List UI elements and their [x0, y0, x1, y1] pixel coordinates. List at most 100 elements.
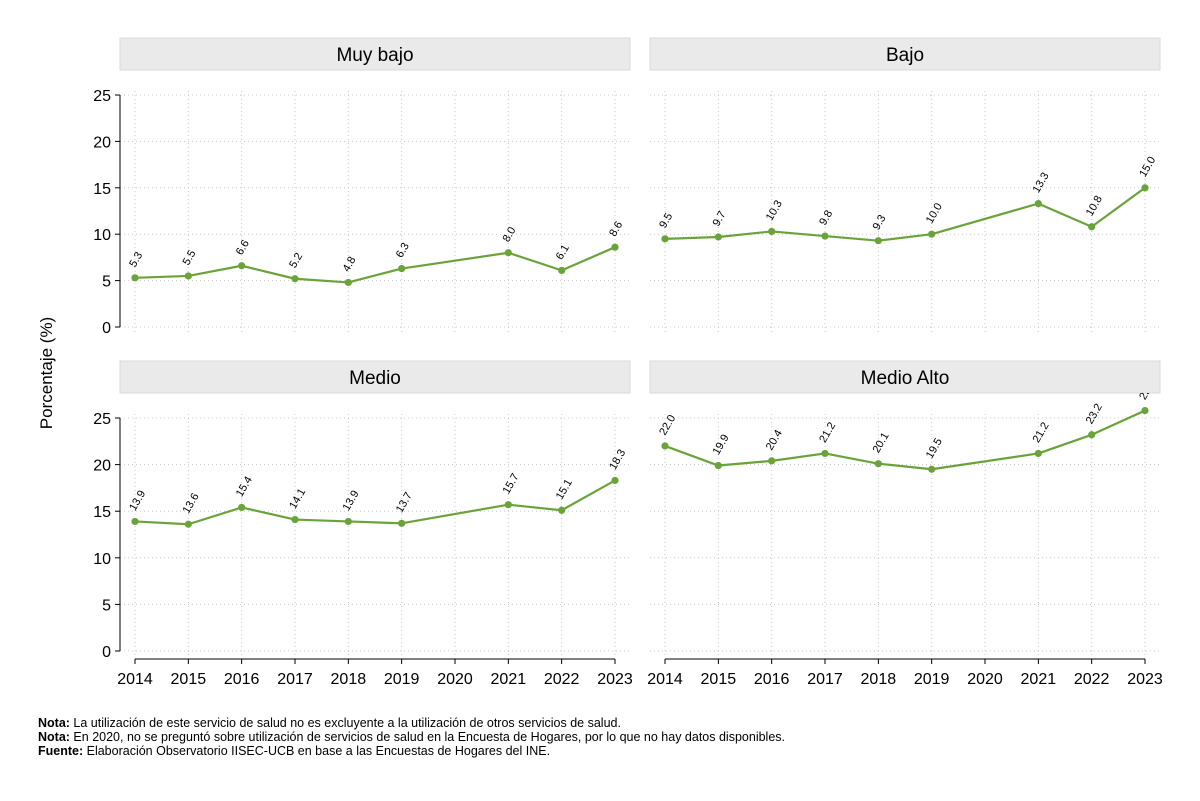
- data-point-medio-2021: [504, 501, 512, 509]
- data-label-bajo-2019: 10.0: [924, 201, 945, 226]
- source-note-label: Fuente:: [38, 744, 84, 758]
- data-point-bajo-2023: [1141, 184, 1149, 192]
- series-line-medio: [134, 479, 616, 526]
- data-label-medio-alto-2015: 19.9: [711, 432, 732, 457]
- x-tick-label-medio-alto-2015: 2015: [701, 671, 737, 688]
- data-label-medio-alto-2017: 21.2: [817, 420, 838, 445]
- data-point-bajo-2018: [874, 237, 882, 245]
- y-tick-label-medio-20: 20: [93, 458, 111, 475]
- data-label-medio-2015: 13.6: [181, 491, 202, 516]
- panel-header-medio-alto: [649, 360, 1161, 394]
- data-label-bajo-2015: 9.7: [711, 209, 729, 228]
- data-point-medio-2019: [398, 519, 406, 527]
- data-label-medio-alto-2022: 23.2: [1084, 402, 1105, 427]
- data-point-medio-alto-2021: [1034, 449, 1042, 458]
- data-point-bajo-2015: [714, 233, 722, 241]
- data-point-bajo-2019: [928, 230, 936, 238]
- x-tick-label-medio-alto-2023: 2023: [1127, 671, 1163, 688]
- data-label-medio-alto-2021: 21.2: [1031, 420, 1052, 445]
- data-label-muy-bajo-2019: 6.3: [394, 241, 412, 260]
- data-point-muy-bajo-2023: [611, 243, 619, 251]
- data-point-bajo-2017: [821, 232, 829, 240]
- data-label-medio-alto-2014: 22.0: [657, 413, 678, 438]
- panel-title-bajo: Bajo: [886, 45, 924, 66]
- data-label-medio-2022: 15.1: [554, 477, 575, 502]
- data-point-medio-alto-2016: [768, 457, 776, 465]
- data-point-bajo-2014: [661, 235, 669, 243]
- data-point-medio-alto-2022: [1088, 431, 1096, 439]
- panel-medio-alto: Medio Alto 2014 2015 2016 2017 2018 2019 2020 20…: [647, 360, 1163, 688]
- y-tick-label-muy-bajo-0: 0: [102, 320, 111, 337]
- data-label-medio-2017: 14.1: [287, 487, 308, 512]
- y-tick-label-muy-bajo-25: 25: [93, 88, 111, 105]
- data-label-muy-bajo-2021: 8.0: [501, 225, 519, 244]
- data-label-bajo-2018: 9.3: [871, 213, 889, 232]
- data-label-muy-bajo-2018: 4.8: [341, 255, 359, 274]
- data-point-medio-2022: [558, 506, 566, 514]
- data-point-medio-alto-2018: [874, 460, 882, 468]
- y-tick-label-muy-bajo-5: 5: [102, 274, 111, 291]
- data-label-muy-bajo-2022: 6.1: [554, 243, 572, 262]
- y-tick-label-muy-bajo-15: 15: [93, 181, 111, 198]
- data-point-muy-bajo-2018: [344, 278, 352, 287]
- data-label-medio-alto-2023: 25.8: [1137, 377, 1158, 402]
- x-tick-label-medio-alto-2017: 2017: [807, 671, 843, 688]
- y-tick-label-muy-bajo-20: 20: [93, 134, 111, 151]
- data-point-medio-2016: [238, 503, 246, 512]
- panel-title-medio-alto: Medio Alto: [861, 368, 950, 389]
- x-tick-label-medio-alto-2020: 2020: [967, 671, 1003, 688]
- x-tick-label-medio-alto-2021: 2021: [1021, 671, 1057, 688]
- data-point-medio-2023: [611, 476, 619, 485]
- data-point-muy-bajo-2021: [504, 249, 512, 257]
- data-point-bajo-2022: [1088, 223, 1096, 231]
- data-point-muy-bajo-2022: [558, 266, 566, 274]
- data-label-medio-alto-2018: 20.1: [871, 431, 892, 456]
- data-label-bajo-2023: 15.0: [1137, 155, 1158, 180]
- note-1-text: La utilización de este servicio de salud…: [69, 716, 621, 730]
- series-line-muy-bajo: [134, 246, 616, 284]
- series-line-medio-alto: [664, 409, 1146, 471]
- note-1: Nota: La utilización de este servicio de…: [38, 716, 785, 730]
- data-point-medio-2014: [131, 517, 139, 526]
- y-axis-title: Porcentaje (%): [37, 317, 56, 429]
- x-tick-label-medio-2014: 2014: [117, 671, 153, 688]
- y-tick-label-medio-0: 0: [102, 644, 111, 661]
- y-tick-label-medio-5: 5: [102, 597, 111, 614]
- data-label-medio-2018: 13.9: [341, 488, 362, 513]
- data-label-bajo-2017: 9.8: [817, 208, 835, 227]
- y-tick-label-medio-25: 25: [93, 411, 111, 428]
- y-tick-label-medio-15: 15: [93, 504, 111, 521]
- x-tick-label-medio-2018: 2018: [331, 671, 367, 688]
- x-tick-label-medio-2023: 2023: [597, 671, 633, 688]
- x-tick-label-medio-alto-2019: 2019: [914, 671, 950, 688]
- x-tick-label-medio-2021: 2021: [491, 671, 527, 688]
- data-label-bajo-2016: 10.3: [764, 198, 785, 223]
- panel-header-bajo: [649, 37, 1161, 71]
- data-point-medio-alto-2019: [928, 465, 936, 473]
- panel-medio: Medio 0 5 10 15 20 25 2014 2015 2016 2017 2018 2019 2…: [93, 360, 633, 688]
- x-tick-label-medio-alto-2016: 2016: [754, 671, 790, 688]
- x-tick-label-medio-2016: 2016: [224, 671, 260, 688]
- data-point-medio-2017: [291, 515, 299, 524]
- data-point-muy-bajo-2019: [398, 264, 406, 273]
- data-label-bajo-2014: 9.5: [657, 211, 675, 230]
- panel-header-medio: [119, 360, 631, 394]
- x-tick-label-medio-alto-2022: 2022: [1074, 671, 1110, 688]
- data-label-medio-2014: 13.9: [127, 488, 148, 513]
- data-point-muy-bajo-2014: [131, 274, 139, 282]
- note-1-label: Nota:: [38, 716, 70, 730]
- data-point-muy-bajo-2017: [291, 275, 299, 283]
- data-point-muy-bajo-2016: [238, 262, 246, 270]
- data-point-medio-2015: [184, 520, 192, 528]
- x-tick-label-medio-2015: 2015: [171, 671, 207, 688]
- data-label-medio-alto-2016: 20.4: [764, 428, 785, 453]
- footnotes: Nota: La utilización de este servicio de…: [38, 716, 785, 758]
- data-labels-bajo: 9.5 9.7 10.3 9.8 9.3 10.0 13.3 10.8 15.0: [657, 155, 1158, 232]
- data-point-muy-bajo-2015: [184, 272, 192, 280]
- data-point-medio-alto-2015: [714, 461, 722, 470]
- data-label-muy-bajo-2015: 5.5: [181, 248, 199, 267]
- data-label-muy-bajo-2017: 5.2: [287, 251, 305, 270]
- data-labels-medio: 13.9 13.6 15.4 14.1 13.9 13.7 15.7 15.1 18.3: [127, 447, 628, 515]
- data-point-medio-alto-2023: [1141, 406, 1149, 415]
- y-tick-label-medio-10: 10: [93, 551, 111, 568]
